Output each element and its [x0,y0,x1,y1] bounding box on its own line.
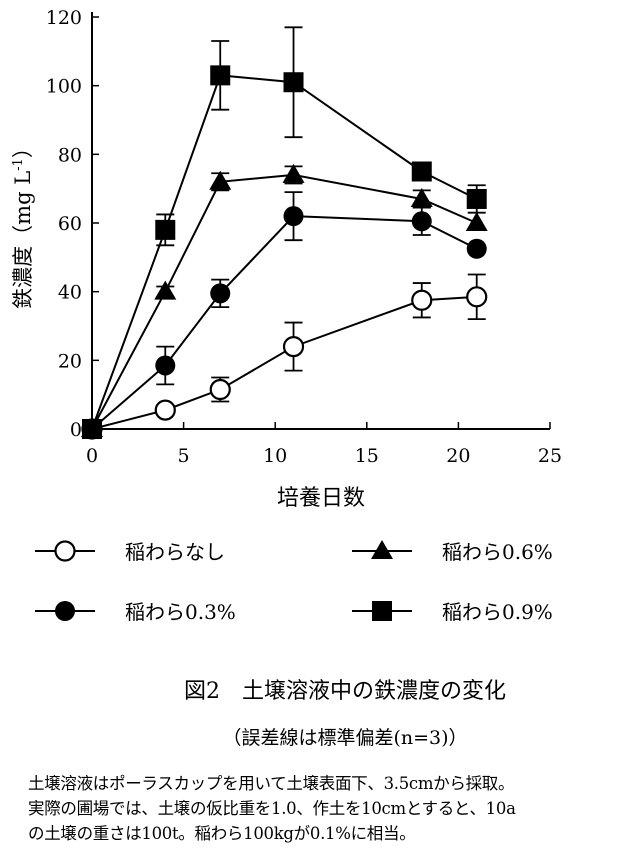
data-point [209,378,231,401]
data-point [282,163,305,183]
y-tick-label: 80 [58,144,82,166]
y-tick-label: 60 [58,213,82,235]
legend-marker [371,540,393,559]
x-axis-label: 培養日数 [277,486,365,511]
data-point [210,65,231,86]
note-line-3: の土壌の重さは100t。稲わら100kgが0.1%に相当。 [28,824,416,843]
data-point [466,188,487,209]
legend-label: 稲わら0.3% [125,600,236,624]
data-point [411,211,432,232]
series-1 [82,191,487,439]
x-tick-label: 5 [178,445,190,467]
legend-item-0: 稲わらなし [35,540,225,564]
legend-item-3: 稲わら0.9% [352,600,553,624]
y-tick-label: 120 [46,7,82,29]
legend-item-1: 稲わら0.3% [35,600,236,624]
data-point [466,286,488,308]
data-point [209,170,232,190]
series-line [91,74,478,430]
data-point [466,238,487,259]
y-axis-label-end: ） [11,137,35,158]
chart: 0 20 40 60 80 100 120 0 5 10 15 20 25 培養日数 鉄濃度（mg L-1）… [11,7,562,624]
legend-label: 稲わら0.6% [442,540,553,564]
legend-marker [54,540,76,562]
series-3 [82,26,487,439]
legend-marker [55,601,75,621]
y-tick-label: 20 [58,350,82,372]
x-tick-label: 0 [86,445,98,467]
data-point [411,161,432,182]
y-tick-label: 40 [58,282,82,304]
data-point [283,72,304,93]
data-point [411,289,433,311]
data-point [82,419,102,439]
series-0 [81,273,488,440]
x-tick-label: 20 [446,445,470,467]
y-axis-label-sup: -1 [11,158,26,171]
legend-marker [372,601,392,621]
series-line [91,215,478,430]
data-point [282,336,305,358]
data-point [154,399,176,421]
x-tick-label: 15 [355,445,379,467]
y-axis-label: 鉄濃度（mg L-1） [11,137,35,309]
data-point [283,206,304,227]
note-line-2: 実際の圃場では、土壌の仮比重を1.0、作土を10cmとすると、10a [28,799,516,818]
legend-item-2: 稲わら0.6% [352,540,553,564]
data-point [210,283,231,304]
x-tick-label: 10 [263,445,287,467]
data-point [154,280,177,300]
series-line [91,173,478,430]
data-point [155,355,176,376]
note-line-1: 土壌溶液はポーラスカップを用いて土壌表面下、3.5cmから採取。 [28,774,515,793]
y-axis-label-main: 鉄濃度（mg L [11,171,35,309]
figure-subtitle: （誤差線は標準偏差(n=3)） [222,727,468,749]
x-tick-label: 25 [538,445,562,467]
data-point [465,212,488,231]
data-point [410,187,433,207]
legend-label: 稲わら0.9% [442,600,553,624]
legend-label: 稲わらなし [125,540,225,564]
data-point [155,219,176,240]
y-tick-label: 0 [70,419,82,441]
figure-title: 図2 土壌溶液中の鉄濃度の変化 [184,679,506,704]
y-tick-label: 100 [46,76,82,98]
